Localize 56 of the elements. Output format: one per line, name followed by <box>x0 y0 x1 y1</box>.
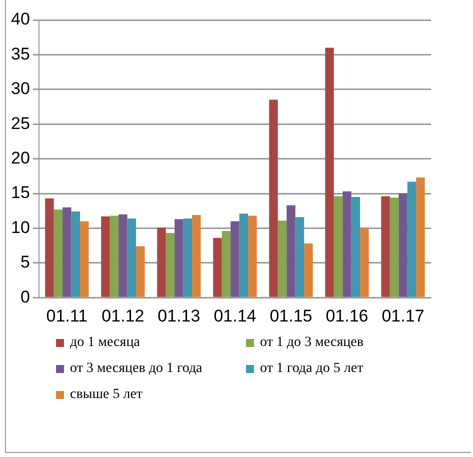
bar <box>110 216 119 297</box>
bar <box>183 218 192 297</box>
x-tick-label: 01.13 <box>158 306 200 326</box>
y-tick-label: 30 <box>10 79 30 98</box>
bar <box>118 214 128 297</box>
x-tick-label: 01.14 <box>214 306 256 326</box>
bar <box>304 243 313 297</box>
bar <box>213 238 222 297</box>
legend-label: от 1 года до 5 лет <box>259 361 364 377</box>
bar <box>295 217 304 297</box>
bar <box>174 219 184 297</box>
bar <box>157 228 166 297</box>
bar <box>416 178 425 297</box>
bar <box>334 196 343 297</box>
y-tick-label: 40 <box>10 10 30 29</box>
bar <box>239 214 248 297</box>
bar <box>136 246 145 297</box>
bar <box>62 207 72 297</box>
bar <box>54 209 63 297</box>
x-tick-label: 01.12 <box>102 306 144 326</box>
bar <box>407 182 416 297</box>
bar <box>248 216 257 297</box>
y-tick-label: 10 <box>10 218 30 237</box>
bar <box>222 230 231 297</box>
bar <box>127 218 136 297</box>
bar <box>71 212 80 297</box>
x-tick-label: 01.16 <box>326 306 368 326</box>
bar <box>192 215 201 297</box>
legend-label: до 1 месяца <box>69 335 141 351</box>
bar <box>269 100 278 297</box>
legend-label: от 1 до 3 месяцев <box>259 335 364 351</box>
y-tick-label: 0 <box>20 287 30 306</box>
legend-label: свыше 5 лет <box>69 387 144 403</box>
bar <box>351 196 360 297</box>
legend-label: от 3 месяцев до 1 года <box>69 361 204 377</box>
y-tick-label: 5 <box>20 252 30 272</box>
y-tick-label: 15 <box>10 183 30 202</box>
bar <box>278 220 287 297</box>
y-tick-label: 20 <box>10 148 30 168</box>
bar <box>101 216 110 297</box>
bar <box>360 228 369 297</box>
y-tick-label: 25 <box>10 114 30 133</box>
x-tick-label: 01.15 <box>270 306 312 326</box>
x-tick-label: 01.11 <box>46 306 88 326</box>
bar <box>80 221 89 297</box>
bar <box>398 194 408 297</box>
bar <box>230 221 240 297</box>
bar <box>166 233 175 297</box>
bar <box>381 196 390 297</box>
y-tick-label: 35 <box>10 44 30 64</box>
bar <box>286 205 296 297</box>
bar <box>342 191 352 297</box>
bar <box>390 198 399 297</box>
bar <box>325 48 334 297</box>
bar <box>45 198 54 297</box>
x-tick-label: 01.17 <box>382 306 424 326</box>
